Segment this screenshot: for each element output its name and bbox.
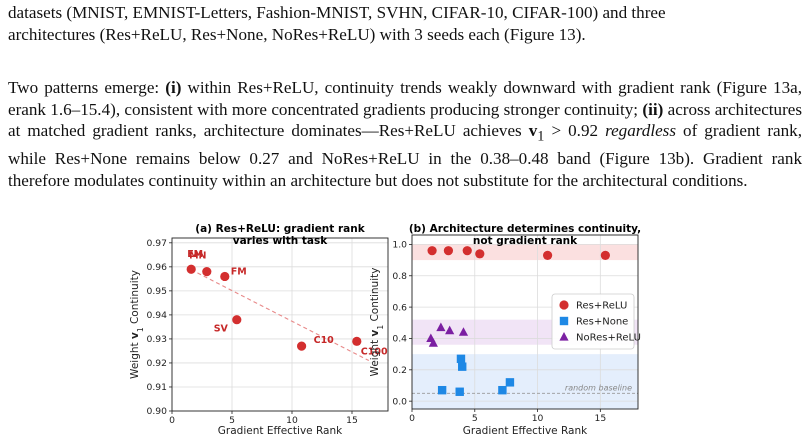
chart-panel-a: 0 5 10 15 0.90 0.91 0.92 0.93 0.94 0.95 0.96 0.97 (a… bbox=[129, 223, 389, 437]
legend-marker-1 bbox=[559, 316, 569, 326]
plot-frame bbox=[171, 237, 389, 412]
point-C10 bbox=[297, 341, 307, 351]
y-axis-label-post: Continuity bbox=[129, 270, 141, 327]
x-tick-label-0: 0 bbox=[169, 415, 175, 426]
series-1-point-1 bbox=[455, 387, 464, 396]
y-tick-label-1: 0.2 bbox=[392, 365, 407, 376]
legend-label-1: Res+None bbox=[576, 317, 628, 328]
point-MN bbox=[202, 267, 212, 277]
series-1-point-2 bbox=[456, 354, 466, 364]
y-tick-label-6: 0.96 bbox=[147, 262, 168, 273]
chart-title-line2: not gradient rank bbox=[473, 235, 578, 247]
series-0-point-0 bbox=[427, 246, 437, 256]
legend-label-0: Res+ReLU bbox=[576, 301, 627, 312]
chart-title-line2: varies with task bbox=[233, 235, 329, 247]
point-FM bbox=[220, 271, 230, 282]
series-1-point-0 bbox=[437, 385, 447, 395]
y-tick-label-2: 0.92 bbox=[147, 358, 167, 369]
y-axis-label-sub: 1 bbox=[136, 327, 145, 332]
y-tick-label-5: 1.0 bbox=[392, 240, 407, 251]
y-tick-label-0: 0.90 bbox=[147, 406, 168, 417]
y-axis-label-pre: Weight bbox=[369, 337, 381, 377]
plot-frame bbox=[411, 234, 639, 410]
series-1-point-4 bbox=[498, 385, 507, 395]
y-tick-label-1: 0.91 bbox=[147, 382, 167, 393]
y-tick-label-0: 0.0 bbox=[392, 396, 407, 407]
y-tick-label-2: 0.4 bbox=[392, 334, 407, 345]
x-tick-label-0: 0 bbox=[409, 413, 415, 424]
y-axis-label: Weight v1 Continuity bbox=[369, 268, 385, 377]
series-2-point-2 bbox=[436, 322, 446, 332]
body-paragraph-2: Two patterns emerge: (i) within Res+ReLU… bbox=[8, 78, 803, 190]
series-2-point-4 bbox=[458, 327, 469, 336]
series-1-point-5 bbox=[505, 378, 515, 387]
y-axis-label-sub: 1 bbox=[376, 325, 385, 330]
chart-title-line1: (b) Architecture determines continuity, bbox=[409, 223, 641, 235]
y-tick-label-3: 0.93 bbox=[147, 334, 168, 345]
point-label-C10: C10 bbox=[314, 335, 335, 346]
x-tick-label-3: 15 bbox=[346, 415, 358, 426]
y-tick-label-7: 0.97 bbox=[147, 238, 168, 249]
y-tick-label-5: 0.95 bbox=[147, 286, 168, 297]
random-baseline-label: random baseline bbox=[565, 383, 632, 392]
legend-box bbox=[551, 293, 635, 350]
series-0-point-1 bbox=[443, 246, 454, 256]
point-C100 bbox=[352, 336, 362, 346]
y-axis-label: Weight v1 Continuity bbox=[129, 270, 145, 379]
x-axis-label: Gradient Effective Rank bbox=[463, 425, 588, 437]
series-2-point-3 bbox=[445, 325, 455, 335]
legend-marker-0 bbox=[559, 300, 569, 310]
legend: Res+ReLU Res+None NoRes+ReLU bbox=[551, 293, 641, 350]
y-tick-label-4: 0.8 bbox=[392, 271, 407, 282]
series-0-point-5 bbox=[600, 250, 610, 260]
chart-title-line1: (a) Res+ReLU: gradient rank bbox=[195, 223, 365, 235]
series-1-point-3 bbox=[458, 362, 467, 371]
trend-line bbox=[190, 269, 370, 362]
point-EM bbox=[186, 264, 196, 274]
x-tick-label-3: 15 bbox=[594, 413, 606, 424]
legend-label-2: NoRes+ReLU bbox=[576, 333, 641, 344]
point-label-FM: FM bbox=[231, 266, 247, 277]
y-axis-label-v: v bbox=[129, 332, 141, 339]
body-paragraph-1: datasets (MNIST, EMNIST-Letters, Fashion… bbox=[8, 3, 666, 44]
series-0-point-2 bbox=[462, 246, 472, 256]
x-tick-label-2: 10 bbox=[286, 415, 298, 426]
point-label-C100: C100 bbox=[361, 346, 388, 357]
point-label-EM: EM bbox=[187, 249, 203, 260]
point-SV bbox=[232, 315, 242, 325]
y-tick-label-3: 0.6 bbox=[392, 302, 407, 313]
x-tick-label-1: 5 bbox=[229, 415, 235, 426]
series-0-point-4 bbox=[543, 250, 553, 260]
y-axis-label-pre: Weight bbox=[129, 339, 141, 379]
point-label-MN: MN bbox=[189, 251, 206, 262]
x-tick-label-1: 5 bbox=[472, 413, 478, 424]
x-tick-label-2: 10 bbox=[532, 413, 544, 424]
y-axis-label-post: Continuity bbox=[369, 268, 381, 325]
y-tick-label-4: 0.94 bbox=[147, 310, 168, 321]
x-axis-label: Gradient Effective Rank bbox=[218, 425, 343, 437]
series-2-point-1 bbox=[428, 338, 438, 347]
legend-marker-2 bbox=[559, 332, 569, 341]
point-label-SV: SV bbox=[214, 324, 229, 335]
chart-panel-b: random baseline 0 5 10 15 0.0 0.2 0.4 0.6 0.8 1.0(… bbox=[369, 223, 641, 437]
y-axis-label-v: v bbox=[369, 330, 381, 337]
series-0-point-3 bbox=[475, 249, 485, 259]
